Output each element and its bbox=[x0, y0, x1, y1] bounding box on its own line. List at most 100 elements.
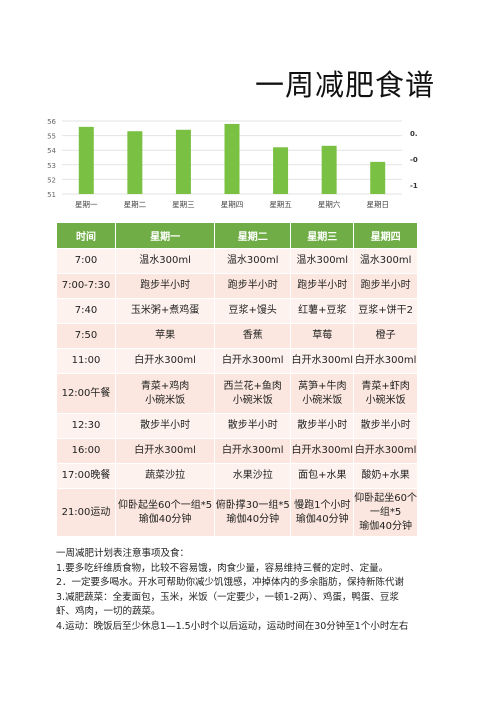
time-cell: 12:30 bbox=[56, 413, 116, 439]
meal-cell: 散步半小时 bbox=[290, 413, 355, 439]
meal-cell: 豆浆+馒头 bbox=[214, 298, 292, 324]
meal-cell: 水果沙拉 bbox=[214, 463, 292, 489]
note-line: 1.要多吃纤维质食物，比较不容易饿，肉食少量，容易维持三餐的定时、定量。 bbox=[56, 562, 389, 574]
meal-cell: 香蕉 bbox=[214, 323, 292, 349]
time-cell: 7:00-7:30 bbox=[56, 273, 116, 299]
x-tick-label: 星期四 bbox=[221, 200, 244, 209]
note-line: 4.运动：晚饭后至少休息1—1.5小时个以后运动，运动时间在30分钟至1个小时左… bbox=[56, 620, 409, 632]
table-row: 7:00-7:30 跑步半小时 跑步半小时 跑步半小时 跑步半小时 bbox=[56, 273, 418, 299]
time-cell: 17:00晚餐 bbox=[56, 463, 116, 489]
y-tick-label: 53 bbox=[47, 162, 56, 170]
meal-cell: 俯卧撑30一组*5 瑜伽40分钟 bbox=[214, 488, 292, 537]
header-time: 时间 bbox=[56, 222, 116, 249]
chart-bar bbox=[321, 145, 337, 194]
meal-cell: 白开水300ml bbox=[353, 438, 418, 464]
meal-cell: 跑步半小时 bbox=[114, 273, 216, 299]
x-tick-label: 星期六 bbox=[318, 199, 341, 209]
page-content-area: 56 55 54 53 52 51 星期一 星期二 星期三 星期四 星期五 星期六 星期日 0. -0. -1… bbox=[47, 118, 418, 634]
time-cell: 11:00 bbox=[56, 348, 116, 374]
x-tick-label: 星期三 bbox=[172, 200, 195, 209]
y-tick-label: 54 bbox=[47, 147, 56, 155]
meal-cell: 酸奶+水果 bbox=[353, 463, 418, 489]
table-row: 12:00午餐 青菜+鸡肉 小碗米饭 西兰花+鱼肉 小碗米饭 莴笋+牛肉 小碗米饭 青菜+虾肉… bbox=[56, 373, 418, 414]
header-day: 星期三 bbox=[290, 222, 355, 249]
page-title: 一周减肥食谱 bbox=[255, 68, 436, 102]
x-tick-label: 星期一 bbox=[75, 200, 98, 209]
time-cell: 7:00 bbox=[56, 248, 116, 274]
meal-cell: 温水300ml bbox=[353, 248, 418, 274]
note-line: 3.减肥蔬菜：全麦面包，玉米，米饭（一定要少，一顿1-2两）、鸡蛋，鸭蛋、豆浆 bbox=[56, 591, 399, 603]
meal-cell: 温水300ml bbox=[290, 248, 355, 274]
x-tick-label: 星期五 bbox=[269, 200, 292, 209]
meal-cell: 面包+水果 bbox=[290, 463, 355, 489]
meal-cell: 温水300ml bbox=[214, 248, 292, 274]
meal-cell: 白开水300ml bbox=[214, 348, 292, 374]
x-tick-label: 星期日 bbox=[366, 200, 389, 209]
meal-cell: 跑步半小时 bbox=[353, 273, 418, 299]
meal-cell: 蔬菜沙拉 bbox=[114, 463, 216, 489]
meal-cell: 散步半小时 bbox=[114, 413, 216, 439]
meal-cell: 西兰花+鱼肉 小碗米饭 bbox=[214, 373, 292, 414]
notes-section: 一周减肥计划表注意事项及食： 1.要多吃纤维质食物，比较不容易饿，肉食少量，容易… bbox=[56, 547, 416, 634]
header-day: 星期四 bbox=[353, 222, 418, 249]
table-row: 7:40 玉米粥+煮鸡蛋 豆浆+馒头 红薯+豆浆 豆浆+饼干2 bbox=[56, 298, 418, 324]
meal-cell: 白开水300ml bbox=[114, 438, 216, 464]
time-cell: 7:40 bbox=[56, 298, 116, 324]
meal-cell: 白开水300ml bbox=[214, 438, 292, 464]
time-cell: 21:00运动 bbox=[56, 488, 116, 537]
meal-cell: 温水300ml bbox=[114, 248, 216, 274]
chart-bar bbox=[127, 131, 143, 194]
secondary-axis-label: 0. bbox=[410, 130, 418, 138]
meal-cell: 青菜+鸡肉 小碗米饭 bbox=[114, 373, 216, 414]
meal-cell: 散步半小时 bbox=[353, 413, 418, 439]
meal-cell: 跑步半小时 bbox=[290, 273, 355, 299]
table-row: 11:00 白开水300ml 白开水300ml 白开水300ml 白开水300ml bbox=[56, 348, 418, 374]
x-tick-label: 星期二 bbox=[124, 200, 147, 209]
header-day: 星期一 bbox=[114, 222, 216, 249]
time-cell: 16:00 bbox=[56, 438, 116, 464]
note-line: 虾、鸡肉，一切的蔬菜。 bbox=[56, 606, 161, 617]
meal-cell: 白开水300ml bbox=[114, 348, 216, 374]
meal-cell: 草莓 bbox=[290, 323, 355, 349]
chart-bar bbox=[370, 161, 386, 194]
diet-schedule-table: 时间 星期一 星期二 星期三 星期四 7:00 温水300ml 温水300ml 温水300ml… bbox=[56, 222, 418, 537]
meal-cell: 白开水300ml bbox=[353, 348, 418, 374]
secondary-axis-label: -1. bbox=[410, 182, 418, 190]
meal-cell: 豆浆+饼干2 bbox=[353, 298, 418, 324]
meal-cell: 跑步半小时 bbox=[214, 273, 292, 299]
meal-cell: 玉米粥+煮鸡蛋 bbox=[114, 298, 216, 324]
meal-cell: 苹果 bbox=[114, 323, 216, 349]
meal-cell: 青菜+虾肉 小碗米饭 bbox=[353, 373, 418, 414]
y-tick-label: 55 bbox=[47, 133, 56, 141]
note-line: 2．一定要多喝水。开水可帮助你减少饥饿感，冲掉体内的多余脂肪，保持新陈代谢 bbox=[56, 577, 405, 588]
y-tick-label: 52 bbox=[47, 176, 56, 184]
table-row: 17:00晚餐 蔬菜沙拉 水果沙拉 面包+水果 酸奶+水果 bbox=[56, 463, 418, 489]
table-row: 12:30 散步半小时 散步半小时 散步半小时 散步半小时 bbox=[56, 413, 418, 439]
table-header-row: 时间 星期一 星期二 星期三 星期四 bbox=[56, 222, 418, 249]
chart-bar bbox=[273, 147, 289, 194]
meal-cell: 莴笋+牛肉 小碗米饭 bbox=[290, 373, 355, 414]
chart-bar bbox=[224, 123, 240, 194]
notes-heading: 一周减肥计划表注意事项及食： bbox=[56, 548, 190, 559]
table-row: 21:00运动 仰卧起坐60个一组*5 瑜伽40分钟 俯卧撑30一组*5 瑜伽40分钟慢… bbox=[56, 488, 418, 537]
y-tick-label: 56 bbox=[47, 118, 56, 126]
chart-bar bbox=[175, 129, 191, 194]
meal-cell: 白开水300ml bbox=[290, 438, 355, 464]
secondary-axis-label: -0. bbox=[410, 156, 418, 164]
time-cell: 7:50 bbox=[56, 323, 116, 349]
weight-bar-chart: 56 55 54 53 52 51 星期一 星期二 星期三 星期四 星期五 星期六 星期日 0. -0. -1… bbox=[47, 118, 418, 209]
table-row: 7:00 温水300ml 温水300ml 温水300ml 温水300ml bbox=[56, 248, 418, 274]
header-day: 星期二 bbox=[214, 222, 292, 249]
y-tick-label: 51 bbox=[47, 191, 56, 199]
chart-bar bbox=[78, 126, 94, 194]
table-row: 7:50 苹果 香蕉 草莓 橙子 bbox=[56, 323, 418, 349]
table-row: 16:00 白开水300ml 白开水300ml 白开水300ml 白开水300ml bbox=[56, 438, 418, 464]
meal-cell: 慢跑1个小时 瑜伽40分钟 bbox=[290, 488, 355, 537]
meal-cell: 红薯+豆浆 bbox=[290, 298, 355, 324]
meal-cell: 白开水300ml bbox=[290, 348, 355, 374]
meal-cell: 散步半小时 bbox=[214, 413, 292, 439]
time-cell: 12:00午餐 bbox=[56, 373, 116, 414]
meal-cell: 橙子 bbox=[353, 323, 418, 349]
